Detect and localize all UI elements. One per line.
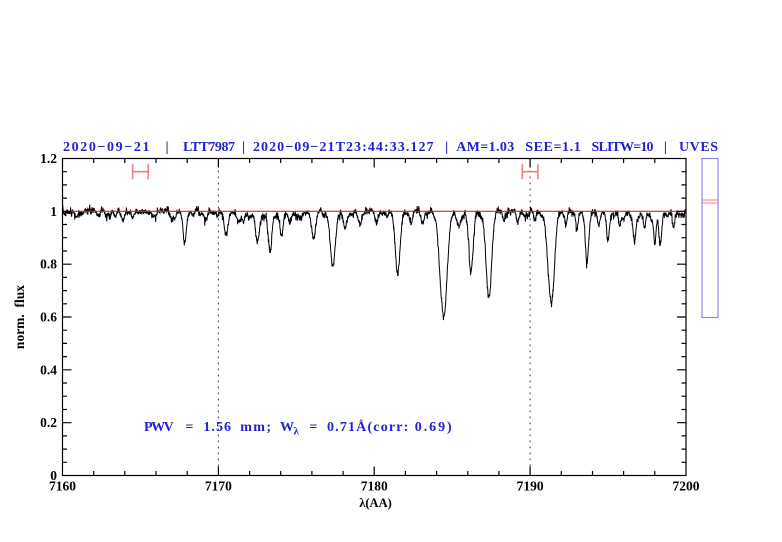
svg-text:|: | (445, 140, 448, 155)
svg-text:1: 1 (50, 204, 57, 219)
svg-text:AM=1.03: AM=1.03 (456, 140, 514, 155)
svg-text:=: = (309, 420, 317, 435)
svg-text:7160: 7160 (49, 479, 76, 494)
svg-text:W: W (280, 420, 294, 435)
svg-text:1.56: 1.56 (203, 420, 231, 435)
svg-text:0.4: 0.4 (40, 362, 57, 377)
svg-text:7170: 7170 (205, 479, 232, 494)
svg-text:mm;: mm; (240, 420, 271, 435)
svg-text:1.2: 1.2 (40, 151, 57, 166)
svg-text:|: | (242, 140, 245, 155)
svg-text:=: = (185, 420, 193, 435)
svg-text:2020−09−21: 2020−09−21 (63, 140, 150, 155)
svg-text:LTT7987: LTT7987 (183, 140, 235, 155)
svg-text:0.71Å(corr:: 0.71Å(corr: (327, 419, 408, 435)
svg-text:λ(AA): λ(AA) (359, 496, 392, 510)
svg-text:7200: 7200 (673, 479, 700, 494)
svg-text:|: | (165, 140, 168, 155)
svg-text:2020−09−21T23:44:33.127: 2020−09−21T23:44:33.127 (253, 140, 434, 155)
svg-text:PWV: PWV (144, 420, 174, 435)
svg-text:0: 0 (50, 468, 57, 483)
svg-text:|: | (664, 140, 667, 155)
svg-text:0.69): 0.69) (415, 420, 452, 435)
svg-text:7180: 7180 (361, 479, 388, 494)
svg-text:0.8: 0.8 (40, 257, 57, 272)
svg-text:0.2: 0.2 (40, 415, 57, 430)
svg-text:SEE=1.1: SEE=1.1 (525, 140, 581, 155)
svg-text:7190: 7190 (517, 479, 544, 494)
svg-text:UVES: UVES (679, 140, 718, 155)
svg-text:SLITW=10: SLITW=10 (592, 140, 654, 155)
svg-text:λ: λ (294, 426, 300, 438)
svg-text:norm. flux: norm. flux (12, 285, 27, 349)
svg-text:0.6: 0.6 (40, 310, 57, 325)
